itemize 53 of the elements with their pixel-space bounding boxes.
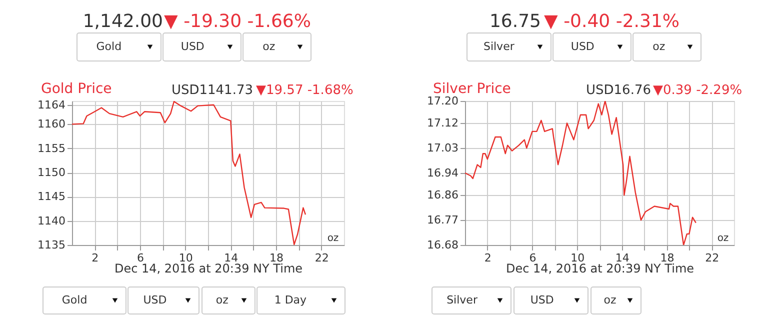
text: oz	[652, 40, 666, 53]
x-tick-label: 14	[615, 252, 630, 264]
y-tick-label: 16.94	[427, 166, 458, 180]
x-tick-label: 22	[314, 252, 329, 264]
text: Silver	[483, 40, 515, 53]
y-tick-label: 17.12	[427, 116, 458, 130]
x-tick-label: 2	[484, 252, 492, 264]
text: ▼ -19.30 -1.66%	[164, 11, 311, 32]
text: USD	[180, 40, 204, 53]
text: 16.75	[489, 11, 541, 32]
x-tick-label: 18	[270, 252, 284, 264]
text: oz	[216, 294, 229, 306]
text: ▼ -0.40 -2.31%	[544, 11, 680, 32]
y-tick-label: 16.68	[427, 238, 458, 252]
text: oz	[604, 294, 616, 306]
x-axis-title: Dec 14, 2016 at 20:39 NY Time	[506, 262, 694, 276]
y-tick-label: 16.86	[427, 188, 458, 202]
text: ▼19.57 -1.68%	[256, 83, 354, 98]
y-tick-label: 17.03	[427, 142, 458, 155]
x-tick-label: 22	[705, 252, 720, 264]
x-tick-label: 10	[178, 252, 193, 264]
x-axis-title: Dec 14, 2016 at 20:39 NY Time	[114, 262, 303, 276]
text: USD	[530, 294, 554, 306]
text: 1 Day	[274, 294, 308, 306]
y-tick-label: 1135	[38, 238, 66, 252]
y-tick-label: 1140	[38, 214, 66, 228]
text: 1,142.00	[82, 11, 163, 32]
y-tick-label: 1160	[38, 118, 66, 131]
x-tick-label: 14	[224, 252, 238, 264]
y-tick-label: 1155	[38, 142, 66, 155]
chart-title: Silver Price	[433, 81, 511, 97]
y-tick-label: 1164	[38, 98, 66, 112]
x-tick-label: 18	[660, 252, 674, 264]
x-tick-label: 6	[529, 252, 536, 264]
text: USD	[570, 40, 594, 53]
chart-title: Gold Price	[41, 81, 112, 97]
y-tick-label: 1145	[38, 190, 66, 204]
text: USD1141.73	[171, 83, 253, 98]
y-tick-label: 16.77	[427, 214, 458, 227]
text: USD16.76	[586, 83, 651, 98]
text: Gold	[62, 294, 88, 306]
annotation: oz	[327, 233, 339, 244]
y-tick-label: 1150	[38, 166, 66, 180]
text: USD	[143, 294, 167, 306]
text: Gold	[96, 40, 122, 53]
text: Silver	[446, 294, 478, 306]
text: oz	[262, 40, 276, 53]
x-tick-label: 6	[137, 252, 144, 264]
annotation: oz	[717, 233, 729, 244]
y-tick-label: 17.20	[427, 94, 458, 108]
x-tick-label: 2	[92, 252, 99, 264]
x-tick-label: 10	[570, 252, 585, 264]
text: ▼0.39 -2.29%	[653, 83, 742, 98]
